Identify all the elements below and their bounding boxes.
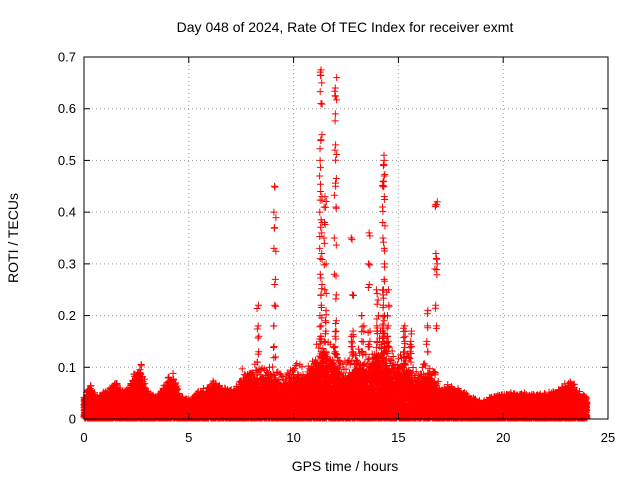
grid-lines xyxy=(84,57,608,419)
data-points xyxy=(80,66,591,422)
data-point xyxy=(137,362,145,370)
chart-title: Day 048 of 2024, Rate Of TEC Index for r… xyxy=(177,19,514,35)
